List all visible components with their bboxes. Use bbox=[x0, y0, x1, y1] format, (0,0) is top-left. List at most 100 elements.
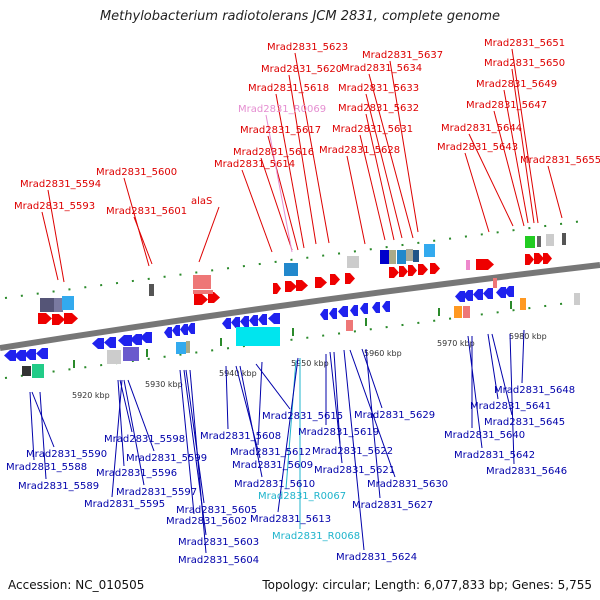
gene-arrow-reverse bbox=[92, 338, 104, 349]
gene-box-rna bbox=[493, 278, 497, 288]
gene-label-reverse: Mrad2831_5596 bbox=[96, 468, 177, 479]
gene-label-forward: Mrad2831_5637 bbox=[362, 50, 443, 61]
leader-line bbox=[365, 113, 395, 241]
gene-arrow-forward bbox=[208, 292, 220, 303]
gene-label-forward: Mrad2831_5631 bbox=[332, 124, 413, 135]
gene-box-rna bbox=[193, 275, 211, 289]
leader-line bbox=[343, 349, 365, 551]
gene-arrow-reverse bbox=[130, 334, 142, 345]
leader-line bbox=[467, 335, 483, 449]
gene-label-reverse: Mrad2831_5613 bbox=[250, 514, 331, 525]
leader-line bbox=[119, 379, 133, 433]
gene-label-forward: Mrad2831_5644 bbox=[441, 123, 522, 134]
gene-arrow-forward bbox=[330, 274, 340, 285]
gene-label-reverse: Mrad2831_5610 bbox=[234, 479, 315, 490]
leader-line bbox=[47, 189, 65, 283]
gene-box bbox=[424, 244, 435, 257]
leader-line bbox=[260, 157, 293, 251]
gene-arrow-reverse bbox=[496, 287, 506, 298]
leader-line bbox=[275, 93, 305, 249]
gene-label-reverse: Mrad2831_5609 bbox=[232, 460, 313, 471]
gene-label-forward: Mrad2831_5649 bbox=[476, 79, 557, 90]
gene-label-forward: Mrad2831_5650 bbox=[484, 58, 565, 69]
gene-box bbox=[525, 236, 535, 248]
leader-line bbox=[365, 93, 403, 239]
gene-box bbox=[54, 298, 63, 312]
leader-line bbox=[333, 351, 341, 445]
gene-box bbox=[406, 249, 413, 261]
gene-arrow-forward bbox=[476, 259, 494, 270]
leader-line bbox=[547, 165, 563, 219]
leader-line bbox=[265, 114, 293, 253]
leader-line bbox=[346, 155, 366, 245]
gene-label-forward: Mrad2831_R0069 bbox=[238, 104, 326, 115]
leader-line bbox=[503, 89, 529, 224]
gene-arrow-reverse bbox=[172, 325, 180, 336]
gene-box bbox=[454, 306, 462, 318]
leader-line bbox=[133, 216, 153, 265]
gene-arrow-forward bbox=[389, 267, 399, 278]
label-leaders bbox=[29, 48, 563, 554]
gene-box bbox=[284, 263, 298, 276]
leader-line bbox=[491, 333, 513, 416]
gene-box bbox=[520, 298, 526, 310]
leader-line bbox=[468, 133, 514, 227]
gene-label-reverse: Mrad2831_5603 bbox=[178, 537, 259, 548]
gene-arrow-forward bbox=[525, 254, 534, 265]
leader-line bbox=[329, 351, 343, 464]
gene-arrow-forward bbox=[194, 294, 208, 305]
gene-box bbox=[347, 256, 359, 268]
leader-line bbox=[288, 74, 317, 245]
leader-line bbox=[285, 359, 297, 490]
gene-box bbox=[123, 347, 139, 361]
leader-line bbox=[257, 361, 263, 446]
gene-arrow-reverse bbox=[231, 317, 240, 328]
gene-arrow-forward bbox=[273, 283, 281, 294]
gene-label-forward: Mrad2831_5618 bbox=[248, 83, 329, 94]
leader-line bbox=[511, 48, 539, 224]
gene-box bbox=[107, 350, 121, 364]
kbp-ticks bbox=[73, 301, 512, 368]
leader-line bbox=[368, 73, 414, 239]
leader-line bbox=[185, 369, 205, 504]
gene-arrow-reverse bbox=[463, 290, 473, 301]
gene-label-reverse: Mrad2831_R0067 bbox=[258, 491, 346, 502]
leader-line bbox=[123, 177, 150, 267]
gene-box bbox=[397, 250, 406, 264]
gene-label-reverse: Mrad2831_5641 bbox=[470, 401, 551, 412]
leader-line bbox=[294, 52, 330, 244]
gene-label-forward: Mrad2831_5628 bbox=[319, 145, 400, 156]
leader-line bbox=[31, 391, 55, 448]
gene-label-forward: Mrad2831_5632 bbox=[338, 103, 419, 114]
gene-arrow-reverse bbox=[268, 313, 280, 324]
gene-arrow-reverse bbox=[338, 306, 348, 317]
leader-line bbox=[511, 68, 535, 224]
gene-label-reverse: Mrad2831_5627 bbox=[352, 500, 433, 511]
accession-text: Accession: NC_010505 bbox=[8, 578, 145, 592]
gene-label-forward: Mrad2831_5634 bbox=[341, 63, 422, 74]
gene-arrow-reverse bbox=[504, 286, 514, 297]
gene-arrow-reverse bbox=[187, 323, 195, 334]
leader-line bbox=[267, 135, 299, 251]
gene-arrow-reverse bbox=[104, 337, 116, 348]
gene-arrow-reverse bbox=[329, 308, 337, 319]
gene-box bbox=[380, 250, 389, 264]
gene-label-reverse: Mrad2831_5648 bbox=[494, 385, 575, 396]
genome-backbone bbox=[0, 262, 600, 351]
gene-label-forward: Mrad2831_5647 bbox=[466, 100, 547, 111]
gene-label-forward: Mrad2831_5601 bbox=[106, 206, 187, 217]
leader-line bbox=[277, 357, 299, 513]
leader-line bbox=[39, 391, 47, 480]
gene-arrow-forward bbox=[38, 313, 52, 324]
guide-tracks bbox=[4, 219, 591, 379]
scale-label: 5950 kbp bbox=[291, 359, 329, 368]
gene-label-reverse: Mrad2831_5597 bbox=[116, 487, 197, 498]
gene-arrow-reverse bbox=[118, 335, 132, 346]
gene-label-reverse: Mrad2831_5599 bbox=[126, 453, 207, 464]
gene-box bbox=[236, 341, 280, 346]
gene-label-reverse: Mrad2831_5595 bbox=[84, 499, 165, 510]
gene-arrow-reverse bbox=[164, 327, 172, 338]
gene-label-reverse: Mrad2831_5642 bbox=[454, 450, 535, 461]
gene-arrow-forward bbox=[399, 266, 408, 277]
